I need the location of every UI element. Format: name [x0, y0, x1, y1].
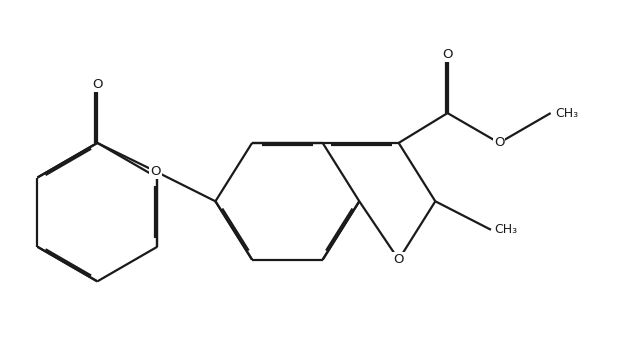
Text: O: O	[494, 137, 504, 150]
Text: CH₃: CH₃	[495, 223, 518, 236]
Text: O: O	[92, 78, 102, 91]
Text: O: O	[442, 48, 452, 61]
Text: O: O	[150, 165, 161, 178]
Text: CH₃: CH₃	[556, 107, 579, 120]
Text: O: O	[394, 253, 404, 266]
